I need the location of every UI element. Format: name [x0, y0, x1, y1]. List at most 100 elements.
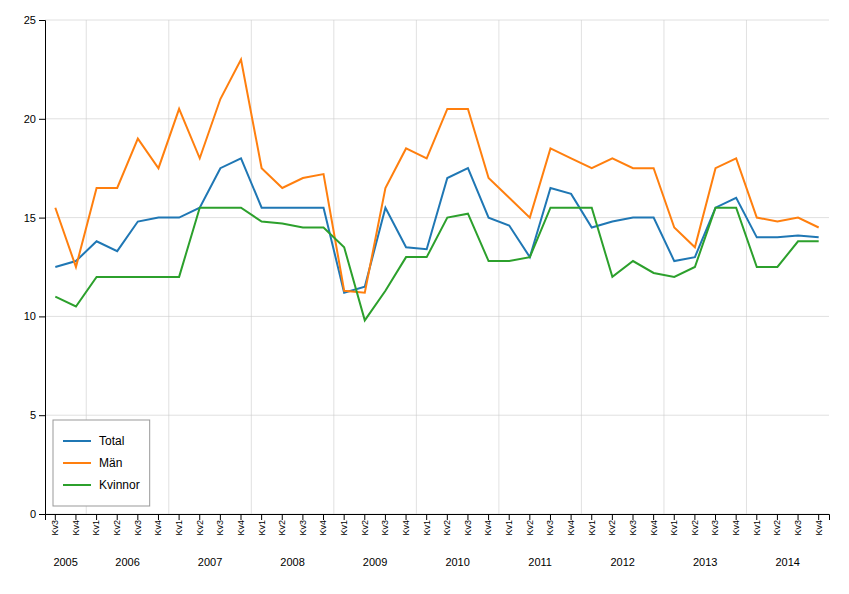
year-separators: [86, 20, 746, 514]
x-tick-mark: [756, 514, 757, 520]
x-tick-mark: [96, 514, 97, 520]
x-tick: Kv1: [752, 514, 762, 536]
x-tick-mark: [550, 514, 551, 520]
x-tick-label: Kv1: [174, 520, 184, 536]
x-tick-mark: [117, 514, 118, 520]
x-tick-mark: [364, 514, 365, 520]
x-tick-mark: [467, 514, 468, 520]
x-tick-label: Kv3: [463, 520, 473, 536]
year-separator: [251, 20, 252, 514]
year-separator: [333, 20, 334, 514]
year-label: 2013: [693, 556, 717, 568]
grid-line: [45, 20, 829, 21]
x-tick: Kv3: [298, 514, 308, 536]
x-tick: Kv1: [91, 514, 101, 536]
x-tick: Kv1: [339, 514, 349, 536]
x-tick: Kv1: [587, 514, 597, 536]
x-tick-label: Kv2: [607, 520, 617, 536]
x-tick: Kv4: [483, 514, 493, 536]
x-tick-mark: [158, 514, 159, 520]
y-tick-label: 25: [24, 14, 36, 26]
year-separator: [498, 20, 499, 514]
series-line: [55, 158, 818, 292]
x-tick: Kv1: [669, 514, 679, 536]
grid-line: [45, 415, 829, 416]
x-tick: Kv2: [360, 514, 370, 536]
x-tick-mark: [529, 514, 530, 520]
x-tick-mark: [715, 514, 716, 520]
year-separator: [168, 20, 169, 514]
x-tick-label: Kv2: [525, 520, 535, 536]
y-tick-label: 15: [24, 212, 36, 224]
legend-swatch: [63, 440, 91, 442]
x-tick-label: Kv4: [401, 520, 411, 536]
x-tick-label: Kv4: [566, 520, 576, 536]
plot: 0 5 10 15 20 25 Kv3 Kv4 Kv1 Kv2 Kv3 Kv4 Kv1 Kv2 Kv3 Kv4…: [24, 14, 830, 568]
x-tick: Kv1: [257, 514, 267, 536]
year-label: 2005: [53, 556, 77, 568]
grid-line: [45, 118, 829, 119]
x-tick-label: Kv4: [814, 520, 824, 536]
legend-label: Total: [99, 434, 124, 448]
y-tick-mark: [39, 316, 45, 317]
x-tick-label: Kv3: [380, 520, 390, 536]
series-line: [55, 208, 818, 321]
x-tick-mark: [406, 514, 407, 520]
x-tick: Kv2: [690, 514, 700, 536]
x-tick-label: Kv3: [50, 520, 60, 536]
x-tick-label: Kv3: [710, 520, 720, 536]
year-separator: [663, 20, 664, 514]
x-tick: Kv3: [215, 514, 225, 536]
x-tick-label: Kv2: [772, 520, 782, 536]
x-tick: Kv2: [525, 514, 535, 536]
x-tick-label: Kv1: [752, 520, 762, 536]
x-tick-mark: [777, 514, 778, 520]
x-tick: Kv1: [504, 514, 514, 536]
y-tick-label: 10: [24, 310, 36, 322]
x-tick-mark: [447, 514, 448, 520]
x-tick-mark: [488, 514, 489, 520]
x-tick-label: Kv2: [360, 520, 370, 536]
x-tick: Kv1: [422, 514, 432, 536]
x-axis-line: [46, 515, 830, 521]
x-tick-label: Kv2: [195, 520, 205, 536]
y-tick-label: 0: [30, 508, 36, 520]
y-tick-label: 5: [30, 409, 36, 421]
x-tick-mark: [179, 514, 180, 520]
x-tick-mark: [818, 514, 819, 520]
legend: TotalMänKvinnor: [53, 420, 150, 506]
x-tick: Kv4: [731, 514, 741, 536]
x-tick: Kv3: [50, 514, 60, 536]
chart: 0 5 10 15 20 25 Kv3 Kv4 Kv1 Kv2 Kv3 Kv4 Kv1 Kv2 Kv3 Kv4…: [0, 0, 849, 594]
x-tick-label: Kv1: [669, 520, 679, 536]
x-tick-mark: [798, 514, 799, 520]
x-tick-mark: [344, 514, 345, 520]
y-tick-mark: [39, 218, 45, 219]
x-tick-mark: [55, 514, 56, 520]
grid-line: [45, 316, 829, 317]
x-tick: Kv3: [380, 514, 390, 536]
legend-label: Män: [99, 456, 122, 470]
x-tick: Kv2: [772, 514, 782, 536]
x-tick-mark: [426, 514, 427, 520]
x-tick-mark: [674, 514, 675, 520]
x-tick-label: Kv3: [298, 520, 308, 536]
x-tick-label: Kv2: [442, 520, 452, 536]
x-tick-label: Kv4: [731, 520, 741, 536]
x-tick-mark: [75, 514, 76, 520]
x-tick-label: Kv4: [318, 520, 328, 536]
x-tick-label: Kv4: [71, 520, 81, 536]
x-tick: Kv4: [649, 514, 659, 536]
series-line: [55, 60, 818, 293]
x-tick: Kv4: [71, 514, 81, 536]
x-tick: Kv2: [195, 514, 205, 536]
y-tick-mark: [39, 119, 45, 120]
x-tick-mark: [591, 514, 592, 520]
y-tick-label: 20: [24, 113, 36, 125]
year-separator: [746, 20, 747, 514]
x-tick-label: Kv2: [277, 520, 287, 536]
y-tick-mark: [39, 415, 45, 416]
lines: [55, 60, 818, 321]
x-tick-mark: [736, 514, 737, 520]
x-tick: Kv1: [174, 514, 184, 536]
